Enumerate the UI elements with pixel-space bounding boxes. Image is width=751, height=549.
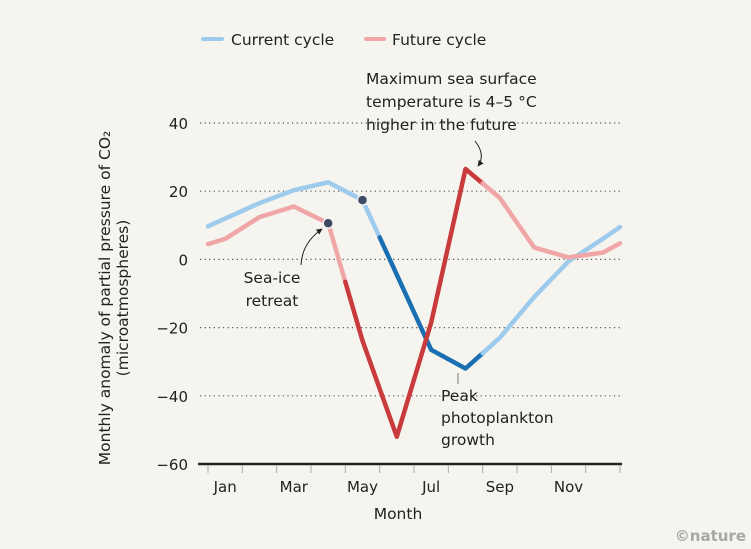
future-cycle-line-highlight — [343, 166, 485, 439]
gridlines — [200, 122, 622, 397]
future-cycle-line-late — [480, 181, 623, 260]
annotation-sst-line: temperature is 4–5 °C — [366, 93, 537, 111]
x-tick-label: Sep — [486, 478, 514, 496]
markers — [322, 194, 369, 230]
legend-label-current: Current cycle — [231, 31, 334, 49]
x-tick-label: Jul — [421, 478, 440, 496]
annotation-sst-line: Maximum sea surface — [366, 70, 537, 88]
y-tick-label: −60 — [156, 456, 188, 474]
x-tick-label: May — [347, 478, 378, 496]
y-axis-title: Monthly anomaly of partial pressure of C… — [96, 131, 132, 465]
x-axis-title: Month — [374, 505, 423, 523]
x-tick-label: Jan — [213, 478, 237, 496]
annotation-plankton-line: photoplankton — [441, 409, 554, 427]
y-tick-label: 40 — [169, 115, 188, 133]
x-tick-label: Nov — [554, 478, 583, 496]
annotation-seaice-arrow — [300, 228, 323, 266]
y-tick-label: −40 — [156, 388, 188, 406]
current-cycle-line-early — [205, 180, 382, 240]
y-tick-label: 0 — [178, 251, 188, 269]
annotations: Maximum sea surface temperature is 4–5 °C… — [244, 70, 554, 449]
current-cycle-line-late — [480, 224, 623, 356]
annotation-plankton-line: growth — [441, 431, 495, 449]
legend: Current cycle Future cycle — [201, 31, 486, 49]
y-tick-label: 20 — [169, 183, 188, 201]
current-cycle-marker-dot — [356, 194, 369, 206]
x-axis: Jan Mar May Jul Sep Nov — [198, 462, 622, 496]
future-cycle-marker-dot — [322, 217, 334, 230]
future-cycle-line-early — [205, 204, 348, 285]
y-axis-title-units: (microatmospheres) — [114, 220, 132, 377]
legend-label-future: Future cycle — [392, 31, 486, 49]
y-tick-label: −20 — [156, 320, 188, 338]
x-tick-label: Mar — [280, 478, 309, 496]
current-cycle-line-highlight — [377, 235, 485, 371]
annotation-sst-arrow — [474, 140, 484, 167]
annotation-seaice-line: retreat — [246, 292, 299, 310]
y-axis: 40 20 0 −20 −40 −60 — [156, 115, 188, 474]
nature-credit: ©nature — [675, 527, 746, 545]
annotation-plankton-line: Peak — [441, 387, 478, 405]
annotation-seaice-line: Sea-ice — [244, 269, 301, 287]
y-axis-title-main: Monthly anomaly of partial pressure of C… — [96, 131, 114, 465]
annotation-sst-line: higher in the future — [366, 116, 517, 134]
